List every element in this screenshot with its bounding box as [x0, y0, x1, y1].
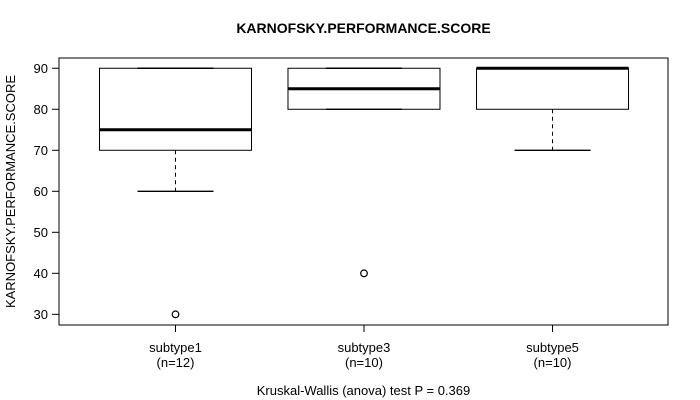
boxplot-box-subtype1	[99, 67, 253, 151]
y-tick-label: 80	[34, 102, 48, 117]
plot-content: 30405060708090subtype1(n=12)subtype3(n=1…	[34, 57, 669, 370]
outlier-point-subtype1	[171, 310, 180, 319]
x-tick-label-subtype3: subtype3	[338, 340, 391, 355]
x-tick-label-subtype1: subtype1	[149, 340, 202, 355]
chart-title: KARNOFSKY.PERFORMANCE.SCORE	[236, 20, 490, 36]
annotation-text: Kruskal-Wallis (anova) test P = 0.369	[257, 383, 471, 398]
y-axis-label: KARNOFSKY.PERFORMANCE.SCORE	[3, 75, 18, 308]
y-tick-label: 30	[34, 307, 48, 322]
y-tick-label: 40	[34, 266, 48, 281]
boxplot-box-subtype5	[476, 67, 630, 110]
y-tick-label: 90	[34, 61, 48, 76]
x-tick-sublabel-subtype3: (n=10)	[345, 355, 383, 370]
x-tick-sublabel-subtype1: (n=12)	[157, 355, 195, 370]
x-tick-label-subtype5: subtype5	[526, 340, 579, 355]
y-tick-label: 60	[34, 184, 48, 199]
outlier-point-subtype3	[360, 269, 368, 278]
y-tick-label: 50	[34, 225, 48, 240]
y-tick-label: 70	[34, 143, 48, 158]
x-tick-sublabel-subtype5: (n=10)	[534, 355, 572, 370]
